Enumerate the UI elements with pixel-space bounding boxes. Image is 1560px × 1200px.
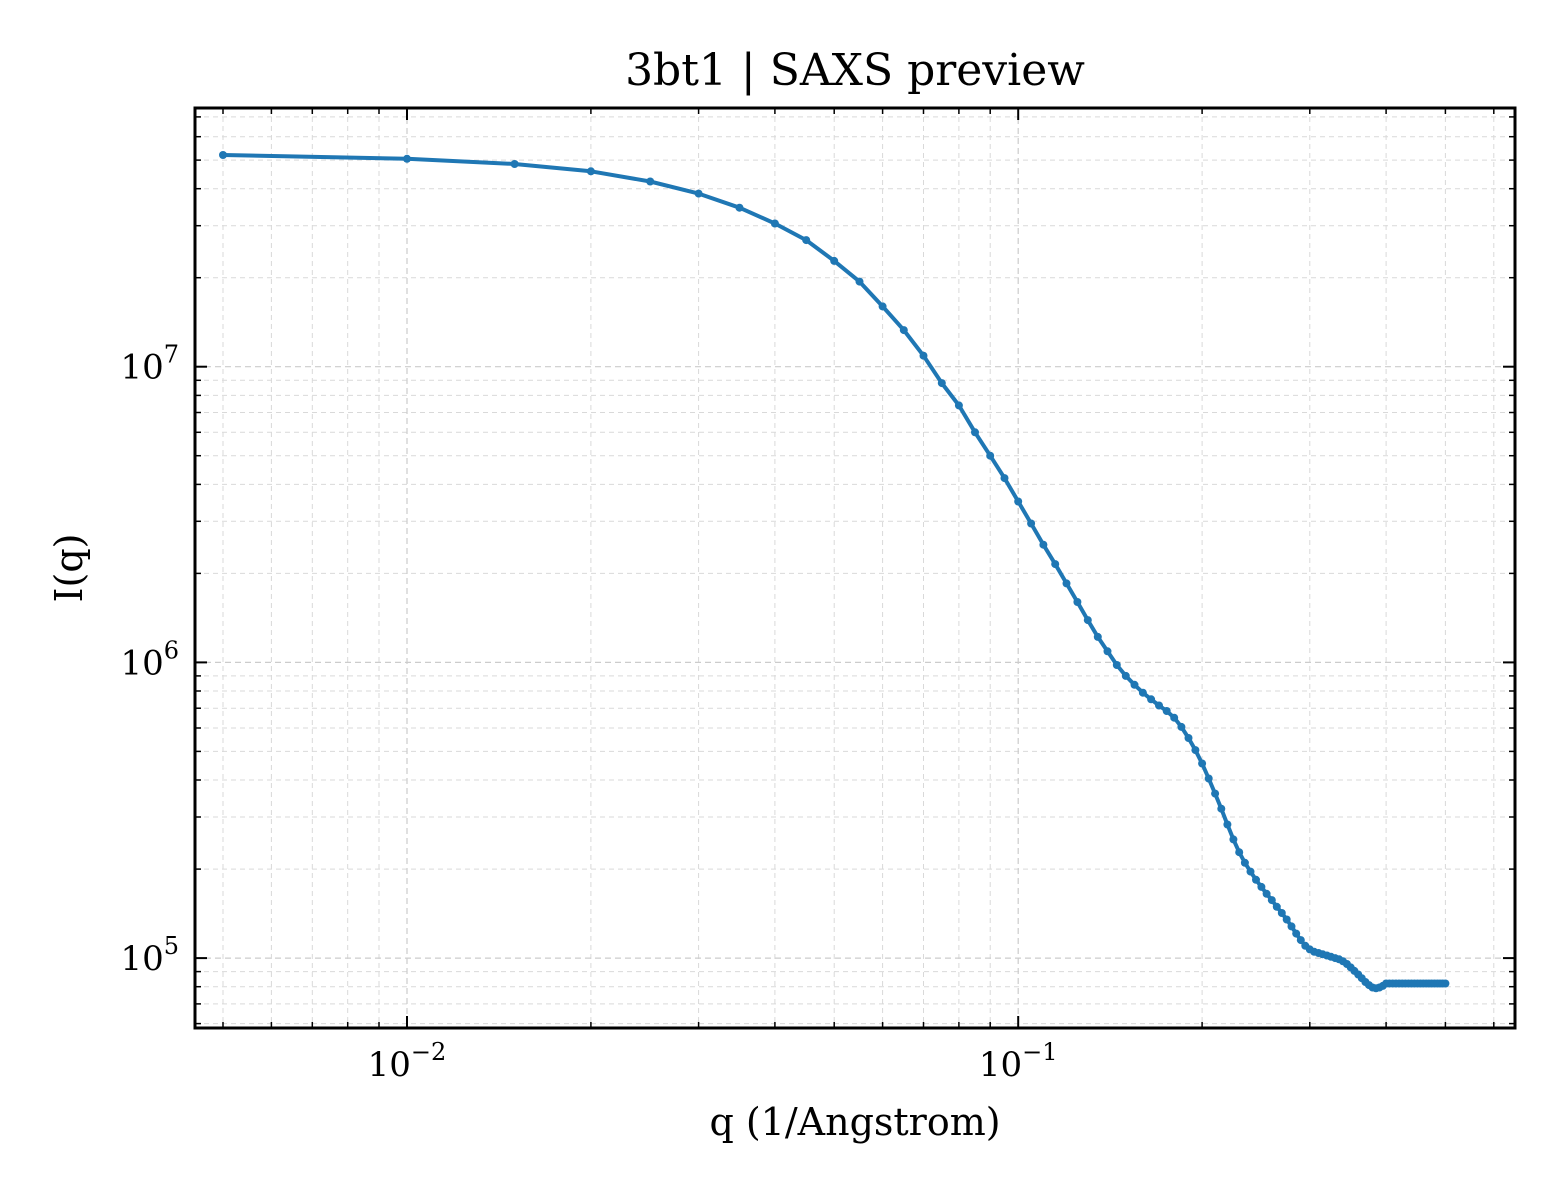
- data-point: [899, 326, 908, 335]
- data-point: [1272, 902, 1281, 911]
- data-point: [1198, 759, 1207, 768]
- data-point: [1204, 774, 1213, 783]
- series-layer: [219, 151, 1450, 993]
- data-point: [1000, 474, 1009, 483]
- data-point: [1014, 497, 1023, 506]
- data-point: [878, 302, 887, 311]
- data-point: [1296, 936, 1305, 945]
- data-point: [1235, 848, 1244, 857]
- data-point: [1027, 519, 1036, 528]
- data-point: [919, 351, 928, 360]
- data-point: [1229, 835, 1238, 844]
- data-point: [1277, 909, 1286, 917]
- data-point: [1073, 598, 1082, 606]
- data-point: [1262, 889, 1271, 898]
- data-point: [802, 236, 811, 245]
- data-point: [1130, 680, 1139, 689]
- data-point: [971, 428, 979, 437]
- data-point: [1112, 661, 1121, 669]
- data-point: [937, 379, 946, 388]
- data-point: [1292, 929, 1301, 938]
- data-point: [646, 177, 655, 186]
- data-point: [986, 451, 995, 460]
- data-point: [1062, 579, 1071, 588]
- data-point: [735, 203, 744, 212]
- axis-ticks: [195, 108, 1515, 1028]
- data-point: [1184, 734, 1193, 742]
- data-point: [1147, 695, 1156, 704]
- x-tick-label: 10−2: [368, 1038, 447, 1085]
- data-point: [954, 401, 963, 410]
- data-point: [1252, 875, 1260, 884]
- data-point: [1039, 540, 1048, 549]
- data-point: [1103, 647, 1112, 656]
- data-point: [1093, 632, 1102, 641]
- y-tick-label: 107: [120, 341, 179, 388]
- data-point: [855, 277, 864, 286]
- data-point: [1257, 882, 1266, 891]
- data-point: [1211, 789, 1220, 798]
- data-point: [1083, 616, 1092, 625]
- data-point: [1441, 979, 1450, 988]
- data-point: [694, 189, 703, 198]
- data-point: [1217, 804, 1226, 813]
- plot-frame: [193, 106, 1517, 1030]
- y-axis-label: I(q): [47, 534, 91, 603]
- data-point: [1246, 867, 1255, 876]
- y-tick-label: 105: [120, 932, 179, 979]
- data-point: [1177, 722, 1186, 731]
- tick-labels: 10−2 10−1 105 106 107: [120, 341, 1057, 1085]
- data-point: [1170, 713, 1179, 722]
- x-tick-label: 10−1: [979, 1038, 1058, 1085]
- data-point: [1162, 707, 1171, 715]
- data-point: [586, 167, 595, 176]
- data-point: [1138, 688, 1147, 697]
- data-point: [1191, 746, 1200, 755]
- data-point: [1121, 671, 1130, 680]
- data-point: [1267, 896, 1276, 905]
- data-point: [830, 256, 839, 265]
- major-grid: [195, 108, 1515, 1028]
- minor-grid: [195, 108, 1515, 1028]
- data-point: [770, 219, 779, 228]
- chart-title: 3bt1 | SAXS preview: [625, 45, 1085, 96]
- y-tick-label: 106: [120, 636, 179, 683]
- data-point: [1240, 858, 1249, 867]
- x-axis-label: q (1/Angstrom): [709, 1100, 1000, 1144]
- data-point: [1282, 915, 1291, 924]
- data-point: [1051, 560, 1060, 569]
- data-point: [1155, 701, 1163, 710]
- data-point: [1223, 820, 1232, 829]
- data-point: [510, 160, 519, 168]
- data-point: [219, 151, 227, 159]
- data-point: [403, 154, 411, 163]
- data-point: [1287, 922, 1296, 931]
